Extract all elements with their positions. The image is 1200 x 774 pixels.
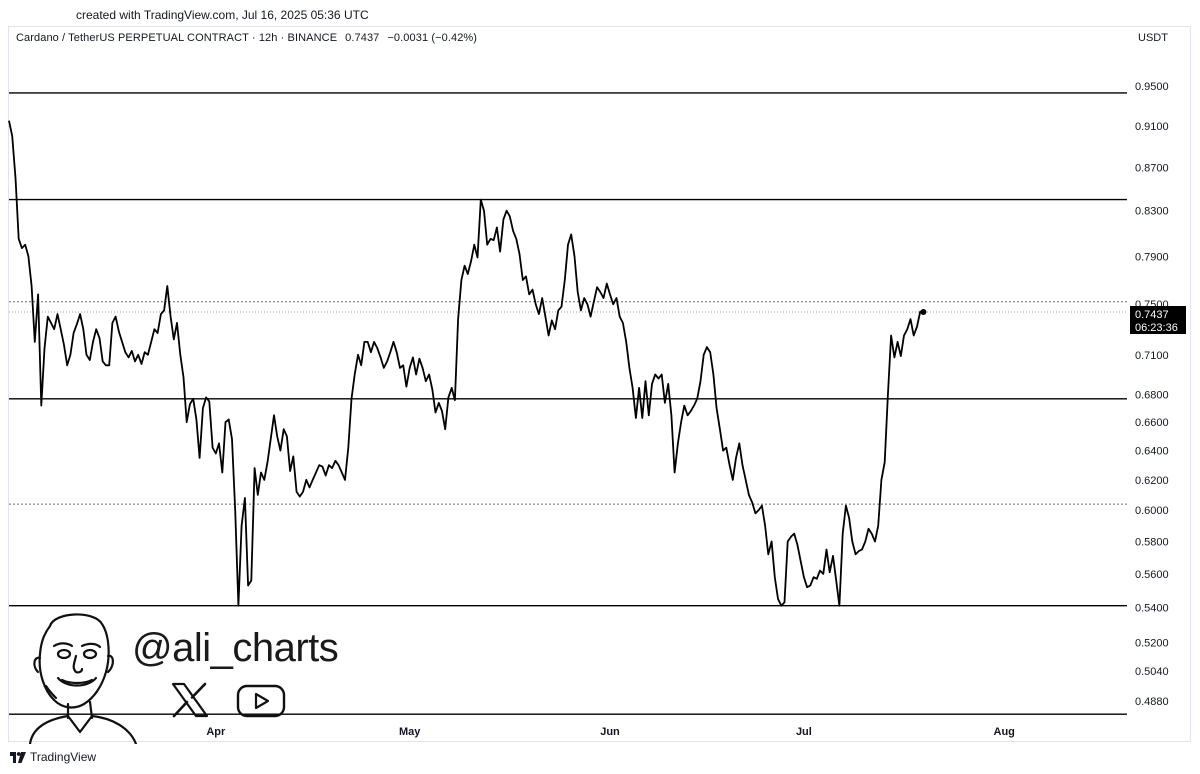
last-price-label: 0.7437 [1135, 309, 1169, 321]
last-price: 0.7437 [345, 32, 380, 44]
y-tick-label-4: 0.7900 [1135, 251, 1169, 263]
youtube-icon[interactable] [236, 684, 286, 718]
y-tick-label-16: 0.5040 [1135, 666, 1169, 678]
y-tick-label-0: 0.9500 [1135, 81, 1169, 93]
author-avatar-icon [28, 613, 138, 744]
x-tick-label-0: Apr [206, 726, 226, 738]
tradingview-brand[interactable]: TradingView [10, 750, 96, 764]
x-tick-label-1: May [399, 726, 421, 738]
x-twitter-icon[interactable] [170, 682, 210, 718]
last-price-label-box [1130, 306, 1186, 334]
price-line[interactable] [8, 120, 924, 607]
y-tick-label-14: 0.5400 [1135, 602, 1169, 614]
currency-selector[interactable]: USDT [1138, 32, 1168, 44]
y-tick-label-7: 0.6800 [1135, 390, 1169, 402]
horizontal-levels [9, 92, 1127, 715]
x-tick-label-2: Jun [600, 726, 620, 738]
candle-countdown: 06:23:36 [1135, 322, 1178, 334]
y-tick-label-12: 0.5800 [1135, 537, 1169, 549]
created-with-caption: created with TradingView.com, Jul 16, 20… [76, 8, 369, 22]
y-tick-label-11: 0.6000 [1135, 505, 1169, 517]
tradingview-logo-icon [10, 751, 26, 763]
y-tick-label-1: 0.9100 [1135, 121, 1169, 133]
time-axis: Apr May Jun Jul Aug [206, 726, 1015, 738]
last-price-marker: 0.7437 06:23:36 [1130, 306, 1186, 334]
symbol-description: Cardano / TetherUS PERPETUAL CONTRACT · … [16, 32, 338, 44]
tradingview-label: TradingView [30, 750, 97, 764]
x-tick-label-4: Aug [994, 726, 1015, 738]
y-tick-label-6: 0.7100 [1135, 350, 1169, 362]
price-axis: 0.95000.91000.87000.83000.79000.75000.71… [1135, 81, 1169, 708]
y-tick-label-3: 0.8300 [1135, 206, 1169, 218]
y-tick-label-15: 0.5200 [1135, 637, 1169, 649]
author-handle: @ali_charts [132, 626, 339, 670]
y-tick-label-13: 0.5600 [1135, 569, 1169, 581]
y-tick-label-17: 0.4880 [1135, 696, 1169, 708]
x-tick-label-3: Jul [796, 726, 812, 738]
chart-title: Cardano / TetherUS PERPETUAL CONTRACT · … [16, 32, 477, 44]
price-change: −0.0031 (−0.42%) [387, 32, 478, 44]
y-tick-label-8: 0.6600 [1135, 417, 1169, 429]
y-tick-label-10: 0.6200 [1135, 475, 1169, 487]
price-series [8, 120, 927, 607]
last-point-marker [920, 309, 927, 315]
chart-frame [8, 26, 1191, 742]
y-tick-label-2: 0.8700 [1135, 162, 1169, 174]
y-tick-label-9: 0.6400 [1135, 446, 1169, 458]
